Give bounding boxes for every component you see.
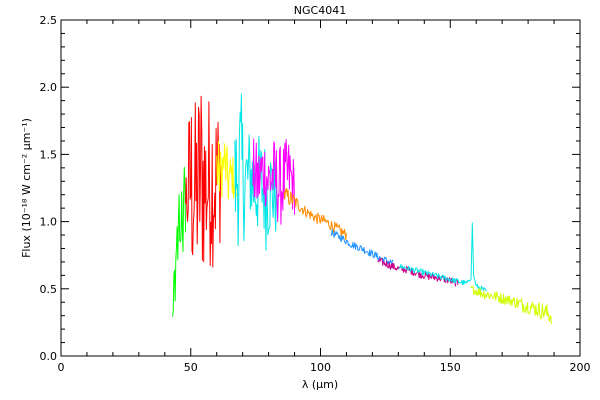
- spectrum-series-7: [330, 228, 394, 265]
- y-tick-label: 1.5: [40, 148, 58, 161]
- x-tick-label: 50: [184, 361, 198, 374]
- x-tick-label: 0: [58, 361, 65, 374]
- x-tick-label: 100: [310, 361, 331, 374]
- y-tick-label: 2.0: [40, 81, 58, 94]
- spectrum-series-6: [283, 187, 347, 241]
- spectrum-traces: [172, 93, 552, 325]
- spectrum-series-5: [252, 138, 296, 225]
- spectrum-series-9: [398, 222, 488, 292]
- spectrum-series-10: [470, 285, 552, 325]
- y-tick-label: 0.0: [40, 350, 58, 363]
- spectrum-series-1: [172, 166, 187, 317]
- axis-ticks: [60, 19, 581, 357]
- y-tick-label: 2.5: [40, 14, 58, 27]
- y-axis-label: Flux (10⁻¹⁸ W cm⁻² μm⁻¹): [20, 118, 33, 258]
- chart-title: NGC4041: [294, 4, 346, 17]
- y-tick-label: 0.5: [40, 283, 58, 296]
- spectrum-series-4: [234, 93, 277, 251]
- x-tick-label: 150: [440, 361, 461, 374]
- x-tick-labels: 0 50 100 150 200: [58, 361, 591, 374]
- y-tick-labels: 0.0 0.5 1.0 1.5 2.0 2.5: [40, 14, 58, 363]
- spectrum-series-2: [185, 95, 223, 268]
- x-axis-label: λ (μm): [302, 378, 338, 391]
- y-tick-label: 1.0: [40, 216, 58, 229]
- x-tick-label: 200: [570, 361, 591, 374]
- plot-frame: [60, 19, 581, 357]
- spectrum-series-3: [216, 140, 237, 200]
